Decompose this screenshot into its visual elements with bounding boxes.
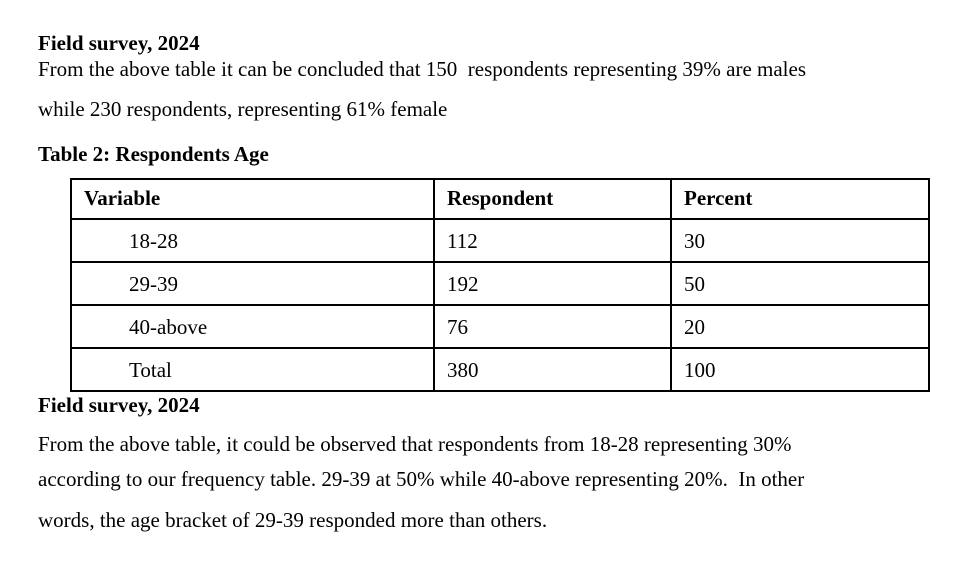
cell-respondent: 112 bbox=[433, 218, 672, 263]
col-header-variable: Variable bbox=[70, 178, 435, 220]
cell-percent: 30 bbox=[670, 218, 930, 263]
top-paragraph-line-2: while 230 respondents, representing 61% … bbox=[38, 97, 448, 121]
cell-respondent: 192 bbox=[433, 261, 672, 306]
respondents-age-table: Variable Respondent Percent 18-28 112 30… bbox=[70, 178, 930, 392]
cell-percent-total: 100 bbox=[670, 347, 930, 392]
col-header-respondent: Respondent bbox=[433, 178, 672, 220]
bottom-paragraph-line-3: words, the age bracket of 29-39 responde… bbox=[38, 508, 548, 532]
col-header-percent: Percent bbox=[670, 178, 930, 220]
table-title: Table 2: Respondents Age bbox=[38, 142, 269, 166]
table-row: 29-39 192 50 bbox=[70, 261, 930, 306]
cell-variable: 29-39 bbox=[70, 261, 435, 306]
cell-respondent: 76 bbox=[433, 304, 672, 349]
cell-variable: 40-above bbox=[70, 304, 435, 349]
cell-respondent-total: 380 bbox=[433, 347, 672, 392]
table-row: 18-28 112 30 bbox=[70, 218, 930, 263]
bottom-source-caption: Field survey, 2024 bbox=[38, 393, 200, 417]
bottom-paragraph-line-2: according to our frequency table. 29-39 … bbox=[38, 467, 805, 491]
cell-percent: 20 bbox=[670, 304, 930, 349]
cell-variable: 18-28 bbox=[70, 218, 435, 263]
table-header-row: Variable Respondent Percent bbox=[70, 178, 930, 220]
top-source-caption: Field survey, 2024 bbox=[38, 31, 200, 55]
top-paragraph-line-1: From the above table it can be concluded… bbox=[38, 57, 806, 81]
respondents-age-table-wrap: Variable Respondent Percent 18-28 112 30… bbox=[70, 178, 930, 392]
table-row: 40-above 76 20 bbox=[70, 304, 930, 349]
cell-variable-total: Total bbox=[70, 347, 435, 392]
table-row: Total 380 100 bbox=[70, 347, 930, 392]
bottom-paragraph-line-1: From the above table, it could be observ… bbox=[38, 432, 792, 456]
cell-percent: 50 bbox=[670, 261, 930, 306]
